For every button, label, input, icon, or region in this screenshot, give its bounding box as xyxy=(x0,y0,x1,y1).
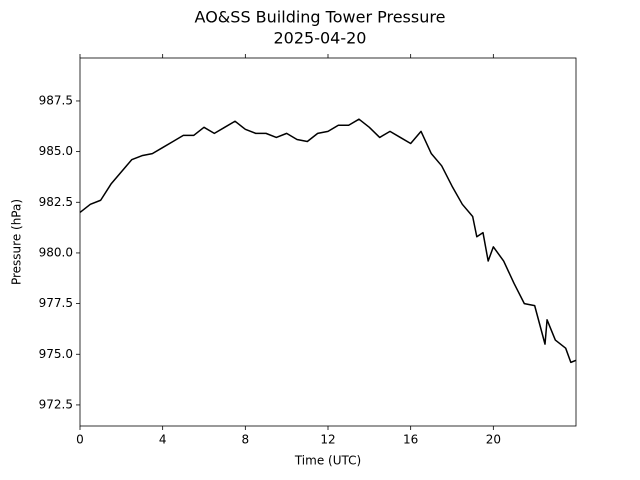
y-tick-label: 972.5 xyxy=(39,397,73,411)
x-tick-label: 4 xyxy=(159,433,167,447)
y-tick-label: 980.0 xyxy=(39,245,73,259)
chart-subtitle: 2025-04-20 xyxy=(274,29,367,48)
x-tick-label: 8 xyxy=(242,433,250,447)
y-tick-label: 977.5 xyxy=(39,296,73,310)
y-tick-label: 985.0 xyxy=(39,144,73,158)
x-tick-label: 20 xyxy=(486,433,501,447)
data-line xyxy=(79,118,577,364)
plot-frame xyxy=(79,57,577,427)
x-axis-label: Time (UTC) xyxy=(294,454,361,468)
x-tick-label: 16 xyxy=(403,433,418,447)
chart-title: AO&SS Building Tower Pressure xyxy=(195,8,446,27)
y-tick-label: 987.5 xyxy=(39,93,73,107)
y-tick-label: 975.0 xyxy=(39,347,73,361)
y-tick-label: 982.5 xyxy=(39,195,73,209)
x-tick-label: 0 xyxy=(76,433,84,447)
x-tick-label: 12 xyxy=(320,433,335,447)
y-axis-label: Pressure (hPa) xyxy=(10,199,24,285)
